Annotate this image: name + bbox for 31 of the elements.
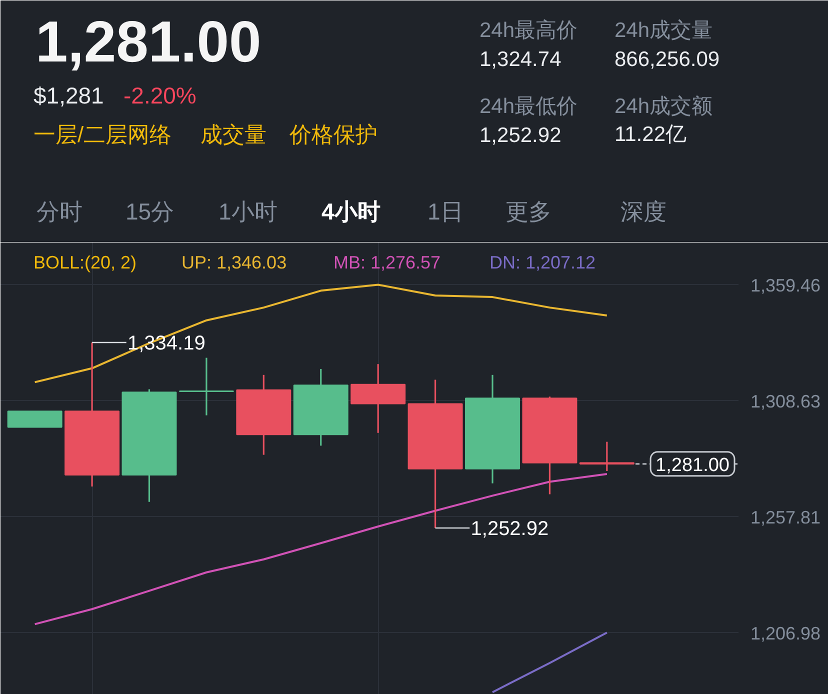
text: 1,324.74 (480, 48, 562, 71)
text: 11.22亿 (614, 123, 686, 146)
legend-title: BOLL:(20, 2) (34, 252, 137, 272)
text: 价格保护 (288, 122, 378, 147)
text: $1,281 (34, 82, 104, 108)
text: 866,256.09 (614, 48, 720, 71)
text: 24h最高价 (480, 19, 578, 42)
text: 成交量 (200, 122, 266, 147)
text: 1小时 (218, 198, 278, 224)
text: 24h成交量 (614, 19, 713, 42)
y-tick-label: 1,308.63 (750, 391, 821, 412)
annotation: 1,252.92 (470, 518, 549, 540)
text: 24h最低价 (480, 95, 578, 118)
y-tick-label: 1,359.46 (750, 275, 821, 296)
text: -2.20% (124, 82, 196, 108)
y-tick-label: 1,257.81 (750, 507, 821, 528)
text: 更多 (506, 198, 552, 224)
text: 分时 (36, 198, 82, 224)
text: 1日 (428, 198, 464, 224)
text: 一层/二层网络 (34, 122, 172, 147)
text: MB: 1,276.57 (334, 252, 441, 272)
series-label: UP: 1,346.03 (182, 252, 287, 272)
text: 15分 (126, 198, 174, 224)
y-tick-label: 1,206.98 (750, 623, 821, 644)
text: 1,252.92 (480, 124, 562, 147)
text: 4小时 (322, 198, 380, 224)
text: DN: 1,207.12 (490, 252, 596, 272)
ref-line-label: 1,281.00 (656, 454, 730, 476)
text: 24h成交额 (614, 95, 713, 118)
text: 深度 (620, 198, 666, 224)
chart-title: 1,281.00 (36, 10, 262, 74)
